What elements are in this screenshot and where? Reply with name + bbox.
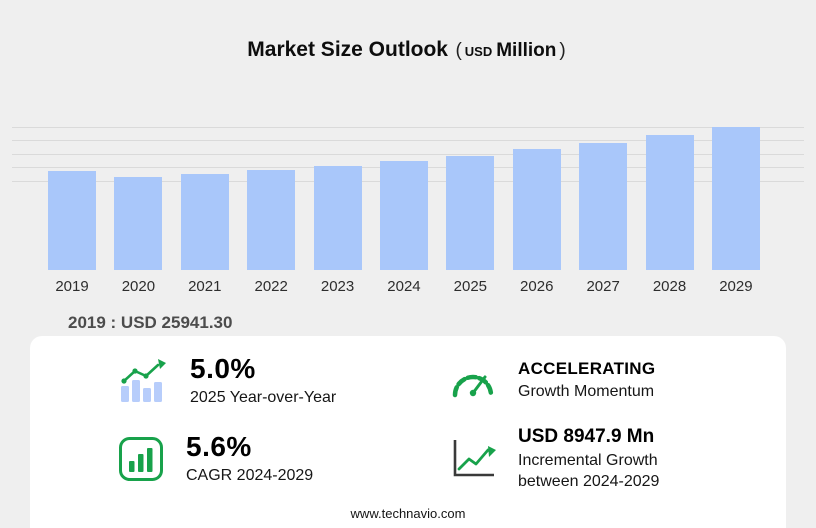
cagr-label: CAGR 2024-2029 [186,467,314,485]
incremental-value: USD 8947.9 Mn [518,425,655,447]
x-axis-labels: 2019 2020 2021 2022 2023 2024 2025 2026 2027 2028… [48,278,760,295]
x-tick-2022: 2022 [254,278,288,295]
bar-2023 [313,166,362,270]
bar-2028 [645,135,694,270]
chart-title: Market Size Outlook (USD Million) [0,38,816,62]
stat-cagr-text: 5.6% CAGR 2024-2029 [186,431,313,487]
stat-momentum-text: ACCELERATING Growth Momentum [518,359,655,403]
chart-title-open-paren: ( [455,40,462,61]
cagr-value: 5.6% [186,431,252,463]
bar-2021 [180,174,229,270]
incremental-label: Incremental Growth between 2024-2029 [518,451,660,490]
momentum-value: ACCELERATING [518,359,656,379]
gridline [12,140,804,141]
bar-2029 [711,127,760,270]
bar-2026 [512,149,561,270]
x-tick-2019: 2019 [55,278,89,295]
stat-incremental-text: USD 8947.9 Mn Incremental Growth between… [518,426,683,493]
bar-2020 [114,177,163,270]
bars [48,127,760,270]
gridline [12,154,804,155]
stat-cagr: 5.6% CAGR 2024-2029 [30,420,408,498]
bar-2025 [446,156,495,270]
gridline [12,127,804,128]
x-tick-2024: 2024 [387,278,421,295]
bar-2022 [247,170,296,270]
stats-panel: 5.0% 2025 Year-over-Year ACCELERATING Gr… [30,336,786,528]
chart-title-main: Market Size Outlook [247,38,448,61]
x-tick-2025: 2025 [453,278,488,295]
stat-momentum: ACCELERATING Growth Momentum [408,342,786,420]
x-tick-2023: 2023 [320,278,355,295]
yoy-label: 2025 Year-over-Year [190,389,337,407]
stat-yoy: 5.0% 2025 Year-over-Year [30,342,408,420]
bar-2027 [579,143,628,270]
bar-2024 [379,161,428,270]
yoy-bar-chart-icon [121,359,166,402]
x-tick-2027: 2027 [586,278,620,295]
chart-title-unit: Million [496,40,557,61]
speedometer-icon [452,374,494,398]
bar-2019 [48,171,96,270]
yoy-value: 5.0% [190,353,256,385]
incremental-growth-icon [453,440,496,477]
stat-incremental: USD 8947.9 Mn Incremental Growth between… [408,420,786,498]
x-tick-2020: 2020 [121,278,156,295]
x-tick-2029: 2029 [719,278,753,295]
stat-yoy-text: 5.0% 2025 Year-over-Year [190,353,336,409]
chart-title-currency: USD [464,44,493,59]
x-tick-2028: 2028 [652,278,687,295]
cagr-chart-icon [119,437,163,481]
bar-chart-plot [0,127,816,270]
chart-title-close-paren: ) [559,40,566,61]
website-link: www.technavio.com [350,506,466,521]
momentum-label: Growth Momentum [518,383,655,401]
x-tick-2021: 2021 [188,278,222,295]
x-tick-2026: 2026 [520,278,554,295]
base-year-annotation: 2019 : USD 25941.30 [68,313,233,332]
stats-grid: 5.0% 2025 Year-over-Year ACCELERATING Gr… [30,342,786,498]
